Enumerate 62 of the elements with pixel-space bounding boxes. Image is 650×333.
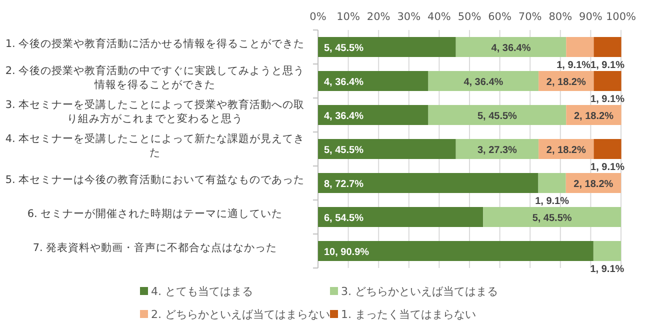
legend-label: 1. まったく当てはまらない xyxy=(340,307,476,322)
data-label: 4, 36.4% xyxy=(324,111,364,122)
data-label: 1, 9.1% xyxy=(556,60,591,71)
x-tick-label: 40% xyxy=(428,11,451,23)
data-label: 5, 45.5% xyxy=(532,213,572,224)
data-label: 5, 45.5% xyxy=(477,111,518,122)
y-tick-label: 2. 今後の授業や教育活動の中ですぐに実践してみようと思う情報を得ることができた xyxy=(4,64,306,92)
bar xyxy=(428,71,539,91)
y-tick-label: 7. 発表資料や動画・音声に不都合な点はなかった xyxy=(32,241,278,255)
y-tick-label: 5. 本セミナーは今後の教育活動において有益なものであった xyxy=(4,173,306,187)
x-tick-label: 50% xyxy=(458,11,482,23)
data-label: 10, 90.9% xyxy=(324,247,370,258)
x-tick-label: 10% xyxy=(336,11,360,23)
bar xyxy=(428,105,566,125)
bar xyxy=(483,207,621,227)
data-label: 2, 18.2% xyxy=(546,77,586,88)
bar xyxy=(318,241,594,261)
x-tick-label: 30% xyxy=(397,11,421,23)
x-tick-label: 80% xyxy=(548,11,572,23)
bar xyxy=(318,71,428,91)
data-label: 3, 27.3% xyxy=(477,145,518,156)
bar xyxy=(456,37,566,57)
data-label: 1, 9.1% xyxy=(590,264,624,275)
bar xyxy=(318,173,538,193)
legend-label: 4. とても当てはまる xyxy=(150,284,253,299)
bar xyxy=(318,105,428,125)
bar xyxy=(318,207,484,227)
legend-label: 2. どちらかといえば当てはまらない xyxy=(150,307,330,322)
data-label: 1, 9.1% xyxy=(535,196,570,207)
y-tick-label: 3. 本セミナーを受講したことによって授業や教育活動への取り組み方がこれまでと変わると思う xyxy=(4,98,306,126)
data-label: 6, 54.5% xyxy=(324,213,364,224)
bar xyxy=(538,173,566,193)
data-label: 1, 9.1% xyxy=(590,60,625,71)
x-tick-label: 90% xyxy=(579,11,602,23)
data-label: 4, 36.4% xyxy=(324,77,364,88)
data-label: 2, 18.2% xyxy=(546,145,586,156)
data-label: 8, 72.7% xyxy=(324,179,364,190)
bar xyxy=(593,241,621,261)
data-label: 4, 36.4% xyxy=(464,77,504,88)
bar xyxy=(456,139,539,159)
x-tick-label: 60% xyxy=(488,11,512,23)
data-label: 1, 9.1% xyxy=(590,162,625,173)
bar xyxy=(594,37,622,57)
bar xyxy=(566,37,594,57)
data-label: 5, 45.5% xyxy=(324,43,364,54)
x-tick-label: 100% xyxy=(606,11,636,23)
y-tick-label: 6. セミナーが開催された時期はテーマに適していた xyxy=(26,207,284,221)
legend-label: 3. どちらかといえば当てはまる xyxy=(340,284,498,299)
bar xyxy=(594,139,622,159)
bar xyxy=(318,37,456,57)
data-label: 2, 18.2% xyxy=(574,111,614,122)
data-label: 5, 45.5% xyxy=(324,145,364,156)
y-tick-label: 1. 今後の授業や教育活動に活かせる情報を得ることができた xyxy=(4,37,306,51)
x-tick-label: 20% xyxy=(366,11,390,23)
bar xyxy=(318,139,456,159)
bar xyxy=(594,71,622,91)
y-tick-label: 4. 本セミナーを受講したことによって新たな課題が見えてきた xyxy=(4,132,306,160)
data-label: 1, 9.1% xyxy=(590,94,625,105)
data-label: 4, 36.4% xyxy=(491,43,531,54)
x-tick-label: 70% xyxy=(518,11,542,23)
data-label: 2, 18.2% xyxy=(574,179,614,190)
x-tick-label: 0% xyxy=(310,11,326,23)
